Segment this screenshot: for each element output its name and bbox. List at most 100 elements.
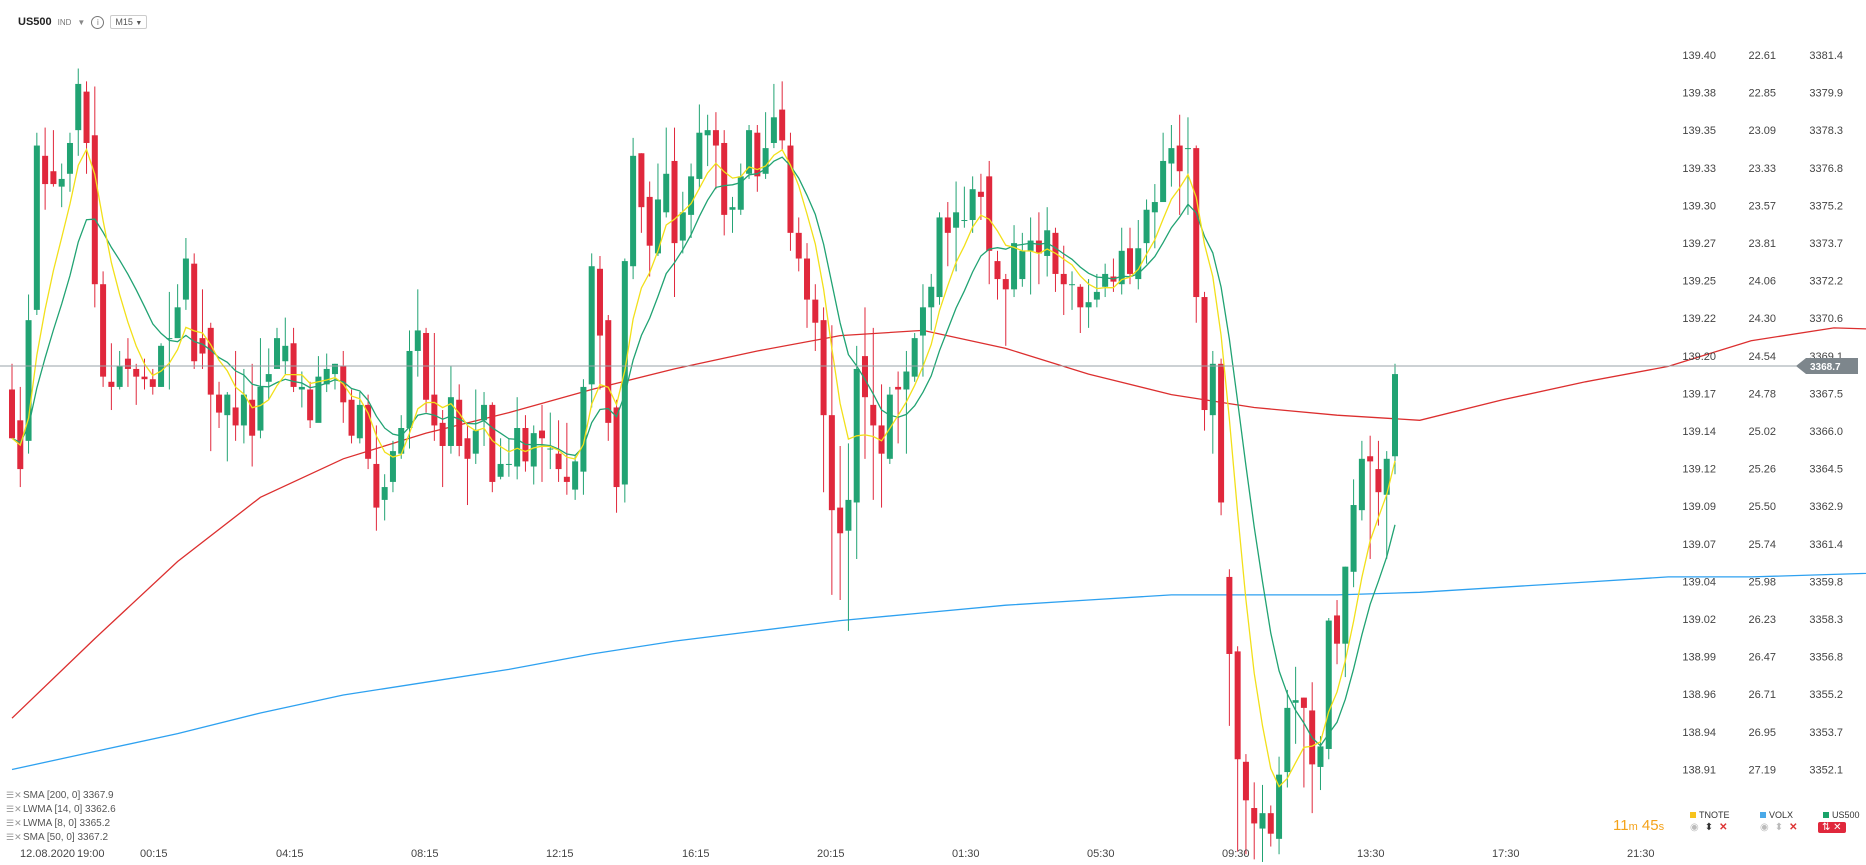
tnote-axis-tick: 139.25 — [1682, 276, 1716, 288]
close-icon[interactable]: ✕ — [1789, 822, 1798, 833]
candle-down — [977, 191, 984, 197]
candle-down — [141, 376, 148, 380]
timeframe-select[interactable]: M15 ▼ — [110, 15, 148, 29]
candle-down — [365, 404, 372, 459]
close-icon: ✕ — [1833, 822, 1842, 833]
candle-up — [737, 176, 744, 210]
candle-up — [928, 286, 935, 308]
candle-up — [25, 320, 32, 441]
chevron-down-icon[interactable]: ▼ — [77, 17, 86, 27]
candle-down — [986, 176, 993, 251]
price-axis-tick: 3367.5 — [1809, 388, 1843, 400]
candle-up — [547, 448, 554, 450]
candle-down — [232, 407, 239, 426]
volx-axis-tick: 25.74 — [1748, 539, 1776, 551]
candle-down — [1002, 279, 1009, 290]
sma-50-line — [11, 327, 1866, 719]
x-axis-tick: 09:30 — [1222, 848, 1250, 860]
tnote-axis-tick: 139.27 — [1682, 238, 1716, 250]
price-axis-tick: 3375.2 — [1809, 200, 1843, 212]
candle-up — [969, 189, 976, 221]
swap-icon: ⇅ — [1822, 822, 1831, 833]
price-axis-tick: 3376.8 — [1809, 163, 1843, 175]
indicator-row[interactable]: ☰✕ SMA [200, 0] 3367.9 — [6, 788, 116, 802]
candle-down — [1234, 651, 1241, 760]
candle-down — [1126, 248, 1133, 274]
candle-up — [406, 350, 413, 428]
close-icon[interactable]: ✕ — [1719, 822, 1728, 833]
candle-up — [746, 130, 753, 174]
symbol-tag-label: US500 — [1832, 810, 1860, 820]
candle-up — [356, 404, 363, 439]
price-axis-tick: 3361.4 — [1809, 539, 1843, 551]
candle-down — [9, 389, 15, 439]
candle-up — [1160, 160, 1167, 203]
candle-up — [679, 212, 686, 241]
candle-down — [249, 399, 256, 436]
candle-down — [1060, 273, 1067, 285]
candle-down — [42, 155, 49, 185]
indicator-row[interactable]: ☰✕ LWMA [14, 0] 3362.6 — [6, 802, 116, 816]
price-axis-tick: 3362.9 — [1809, 501, 1843, 513]
swap-arrows-icon[interactable]: ⬍ — [1774, 822, 1784, 833]
price-axis-tick: 3366.0 — [1809, 426, 1843, 438]
tnote-axis-tick: 138.91 — [1682, 764, 1716, 776]
candle-up — [265, 374, 272, 382]
indicator-settings-icon[interactable]: ☰✕ — [6, 831, 22, 842]
symbol-name[interactable]: US500 — [18, 16, 52, 28]
candle-down — [1176, 145, 1183, 172]
volx-axis-tick: 24.06 — [1748, 276, 1776, 288]
candle-down — [456, 399, 463, 446]
swap-arrows-icon[interactable]: ⬍ — [1704, 822, 1714, 833]
candle-up — [630, 155, 637, 267]
volx-axis-tick: 26.71 — [1748, 689, 1776, 701]
tnote-axis-tick: 139.02 — [1682, 614, 1716, 626]
candle-down — [1201, 297, 1208, 411]
candle-up — [1118, 250, 1125, 285]
candle-up — [315, 376, 322, 423]
candlesticks — [9, 68, 1398, 862]
candle-down — [944, 217, 951, 233]
candle-up — [505, 463, 512, 465]
sma-50-path — [11, 327, 1866, 719]
candle-down — [555, 453, 562, 470]
candle-up — [1284, 707, 1291, 773]
indicator-label: LWMA [14, 0] 3362.6 — [23, 803, 116, 815]
eye-icon[interactable]: ◉ — [1760, 822, 1769, 833]
eye-icon[interactable]: ◉ — [1690, 822, 1699, 833]
candle-up — [323, 368, 330, 385]
candle-down — [108, 381, 115, 387]
candle-down — [994, 261, 1001, 280]
volx-axis-tick: 24.78 — [1748, 388, 1776, 400]
indicator-settings-icon[interactable]: ☰✕ — [6, 789, 22, 800]
x-axis-tick: 08:15 — [411, 848, 439, 860]
candle-up — [1135, 248, 1142, 280]
candle-up — [1350, 505, 1357, 572]
lwma-14-line — [11, 156, 1396, 747]
candle-down — [348, 399, 355, 436]
volx-axis-tick: 23.09 — [1748, 125, 1776, 137]
color-swatch — [1690, 812, 1696, 818]
info-icon[interactable]: i — [91, 15, 105, 29]
candle-up — [936, 217, 943, 298]
indicator-settings-icon[interactable]: ☰✕ — [6, 817, 22, 828]
price-axis-tick: 3381.4 — [1809, 50, 1843, 62]
candle-down — [1035, 240, 1042, 254]
indicator-settings-icon[interactable]: ☰✕ — [6, 803, 22, 814]
main-symbol-button[interactable]: ⇅ ✕ — [1818, 822, 1846, 833]
candle-down — [191, 263, 198, 362]
candle-up — [696, 132, 703, 179]
candle-down — [1251, 808, 1258, 824]
candle-down — [721, 142, 728, 215]
indicator-row[interactable]: ☰✕ SMA [50, 0] 3367.2 — [6, 830, 116, 844]
candle-down — [812, 299, 819, 323]
candle-down — [216, 394, 223, 413]
x-axis-tick: 12.08.2020 — [20, 848, 75, 860]
tnote-controls: ◉ ⬍ ✕ — [1690, 822, 1728, 833]
chart-toolbar: US500 IND ▼ i M15 ▼ — [18, 12, 148, 32]
candle-down — [1334, 615, 1341, 644]
candle-down — [489, 404, 496, 482]
indicator-row[interactable]: ☰✕ LWMA [8, 0] 3365.2 — [6, 816, 116, 830]
volx-axis-tick: 26.47 — [1748, 652, 1776, 664]
